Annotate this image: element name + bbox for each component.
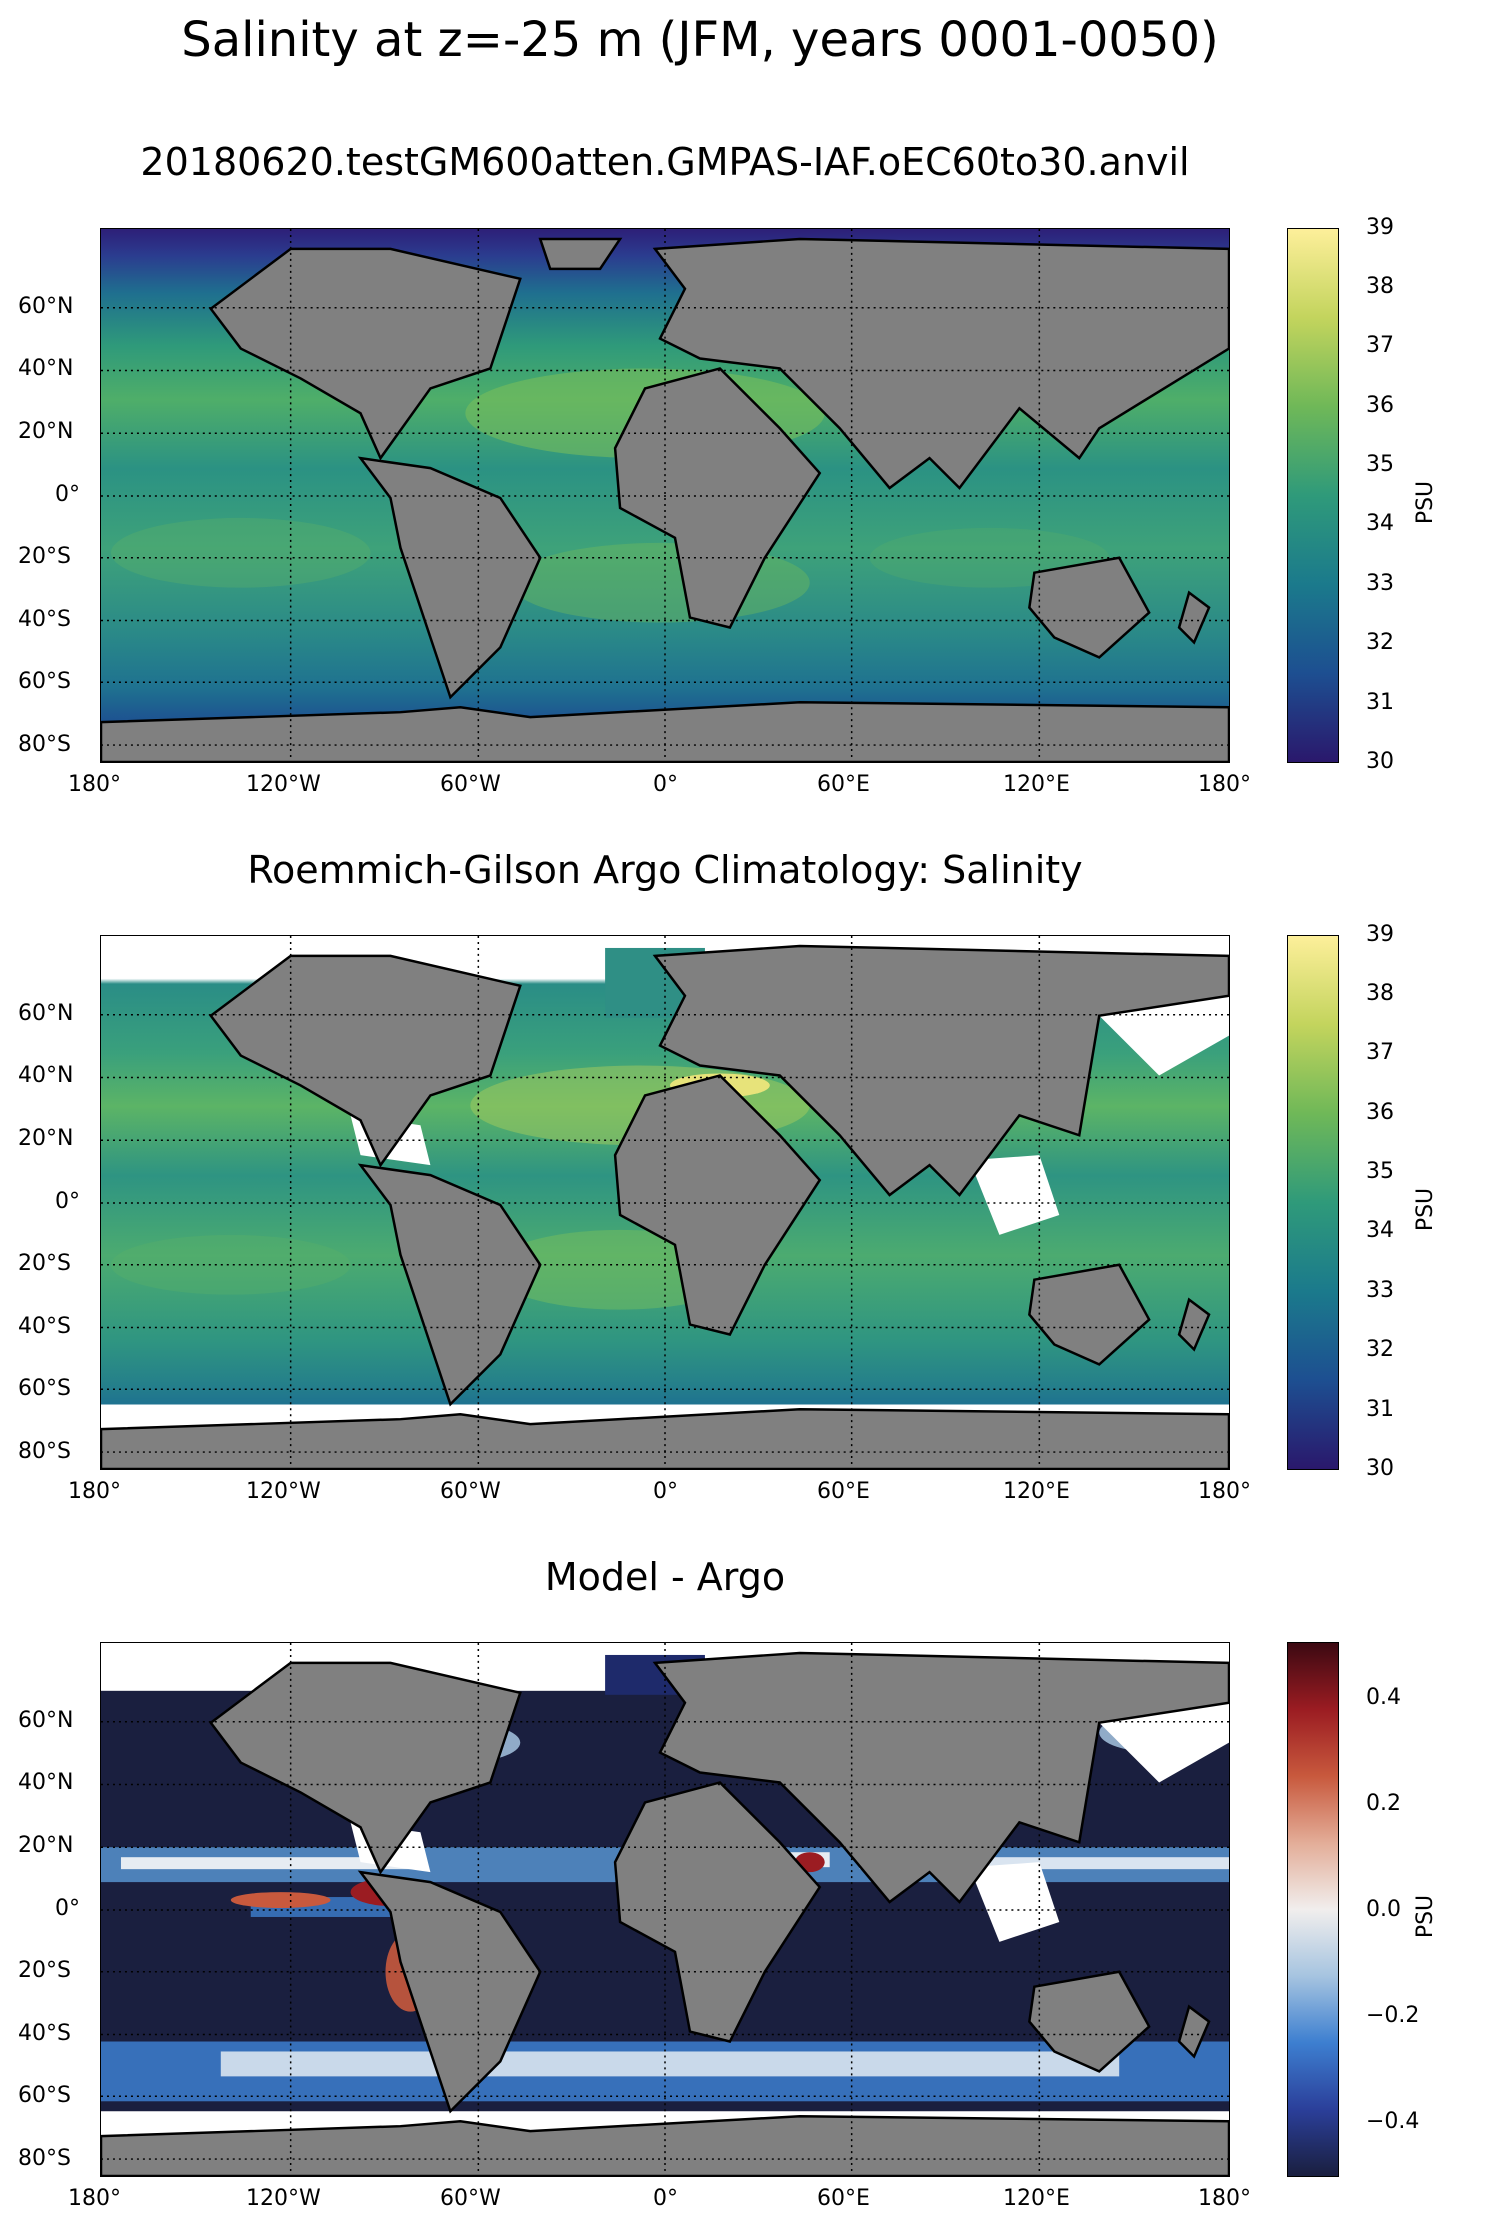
panel-2-title: Roemmich-Gilson Argo Climatology: Salini… (247, 848, 1083, 892)
panel-3-colorbar (1287, 1642, 1339, 2177)
cbar-tick: 37 (1366, 1040, 1394, 1065)
panel-2-colorbar (1287, 935, 1339, 1470)
land-masses (101, 944, 1229, 1469)
lat-tick: 20°N (18, 1833, 74, 1858)
lon-tick: 180° (1198, 1479, 1251, 1504)
cbar-tick: −0.2 (1366, 2003, 1420, 2028)
cbar-tick: 0.4 (1366, 1685, 1401, 1710)
panel-1-colorbar-label: PSU (1413, 480, 1439, 525)
panel-3-title: Model - Argo (544, 1555, 786, 1599)
lat-tick: 20°N (18, 1126, 74, 1151)
cbar-tick: 33 (1366, 1278, 1394, 1303)
lon-tick: 180° (68, 2186, 121, 2211)
graticule (101, 1643, 1229, 2176)
lon-tick: 0° (653, 772, 678, 797)
cbar-tick: 35 (1366, 1159, 1394, 1184)
graticule (101, 229, 1229, 762)
lat-tick: 60°N (18, 1001, 74, 1026)
model-salinity-map (100, 228, 1230, 763)
cbar-tick: 34 (1366, 1218, 1394, 1243)
lat-tick: 40°S (18, 2021, 71, 2046)
figure-title: Salinity at z=-25 m (JFM, years 0001-005… (181, 12, 1219, 68)
lat-tick: 0° (55, 1896, 80, 1921)
lat-tick: 40°N (18, 1063, 74, 1088)
cbar-tick: 39 (1366, 922, 1394, 947)
missing-data-regions (350, 1702, 1229, 1942)
lon-tick: 60°W (440, 2186, 501, 2211)
lon-tick: 120°E (1003, 772, 1070, 797)
lon-tick: 120°E (1003, 1479, 1070, 1504)
lat-tick: 40°S (18, 1314, 71, 1339)
model-minus-argo-field (101, 1643, 1229, 2176)
lon-tick: 60°E (817, 2186, 870, 2211)
cbar-tick: 0.2 (1366, 1791, 1401, 1816)
lat-tick: 20°N (18, 419, 74, 444)
lat-tick: 60°S (18, 669, 71, 694)
cbar-tick: 38 (1366, 981, 1394, 1006)
cbar-tick: 30 (1366, 1456, 1394, 1481)
lat-tick: 80°S (18, 1439, 71, 1464)
land-masses (101, 237, 1229, 762)
cbar-tick: 0.0 (1366, 1897, 1401, 1922)
lon-tick: 180° (1198, 2186, 1251, 2211)
lat-tick: 60°S (18, 1376, 71, 1401)
graticule (101, 936, 1229, 1469)
lat-tick: 40°S (18, 607, 71, 632)
lat-tick: 60°N (18, 1708, 74, 1733)
lon-tick: 0° (653, 1479, 678, 1504)
lat-tick: 0° (55, 1189, 80, 1214)
cbar-tick: 34 (1366, 511, 1394, 536)
lon-tick: 120°E (1003, 2186, 1070, 2211)
lat-tick: 80°S (18, 732, 71, 757)
lat-tick: 20°S (18, 1958, 71, 1983)
lat-tick: 60°N (18, 294, 74, 319)
cbar-tick: 33 (1366, 571, 1394, 596)
lon-tick: 60°E (817, 772, 870, 797)
difference-map (100, 1642, 1230, 2177)
lat-tick: 40°N (18, 356, 74, 381)
lon-tick: 60°W (440, 1479, 501, 1504)
panel-1-colorbar (1287, 228, 1339, 763)
lat-tick: 40°N (18, 1770, 74, 1795)
lat-tick: 80°S (18, 2146, 71, 2171)
cbar-tick: 32 (1366, 1337, 1394, 1362)
cbar-tick: 32 (1366, 630, 1394, 655)
argo-salinity-field (101, 936, 1229, 1469)
panel-1-title: 20180620.testGM600atten.GMPAS-IAF.oEC60t… (140, 140, 1190, 184)
lat-tick: 20°S (18, 1251, 71, 1276)
lon-tick: 120°W (246, 2186, 321, 2211)
cbar-tick: 38 (1366, 274, 1394, 299)
lon-tick: 180° (1198, 772, 1251, 797)
lon-tick: 60°W (440, 772, 501, 797)
cbar-tick: 31 (1366, 690, 1394, 715)
panel-2-colorbar-label: PSU (1413, 1187, 1439, 1232)
lon-tick: 180° (68, 1479, 121, 1504)
lon-tick: 0° (653, 2186, 678, 2211)
lon-tick: 180° (68, 772, 121, 797)
lat-tick: 20°S (18, 544, 71, 569)
lon-tick: 60°E (817, 1479, 870, 1504)
cbar-tick: 35 (1366, 452, 1394, 477)
cbar-tick: 36 (1366, 1100, 1394, 1125)
cbar-tick: −0.4 (1366, 2109, 1420, 2134)
argo-salinity-map (100, 935, 1230, 1470)
lat-tick: 0° (55, 482, 80, 507)
lon-tick: 120°W (246, 772, 321, 797)
cbar-tick: 30 (1366, 749, 1394, 774)
cbar-tick: 37 (1366, 333, 1394, 358)
cbar-tick: 36 (1366, 393, 1394, 418)
lat-tick: 60°S (18, 2083, 71, 2108)
cbar-tick: 39 (1366, 215, 1394, 240)
cbar-tick: 31 (1366, 1397, 1394, 1422)
model-salinity-field (101, 229, 1229, 762)
lon-tick: 120°W (246, 1479, 321, 1504)
panel-3-colorbar-label: PSU (1413, 1894, 1439, 1939)
